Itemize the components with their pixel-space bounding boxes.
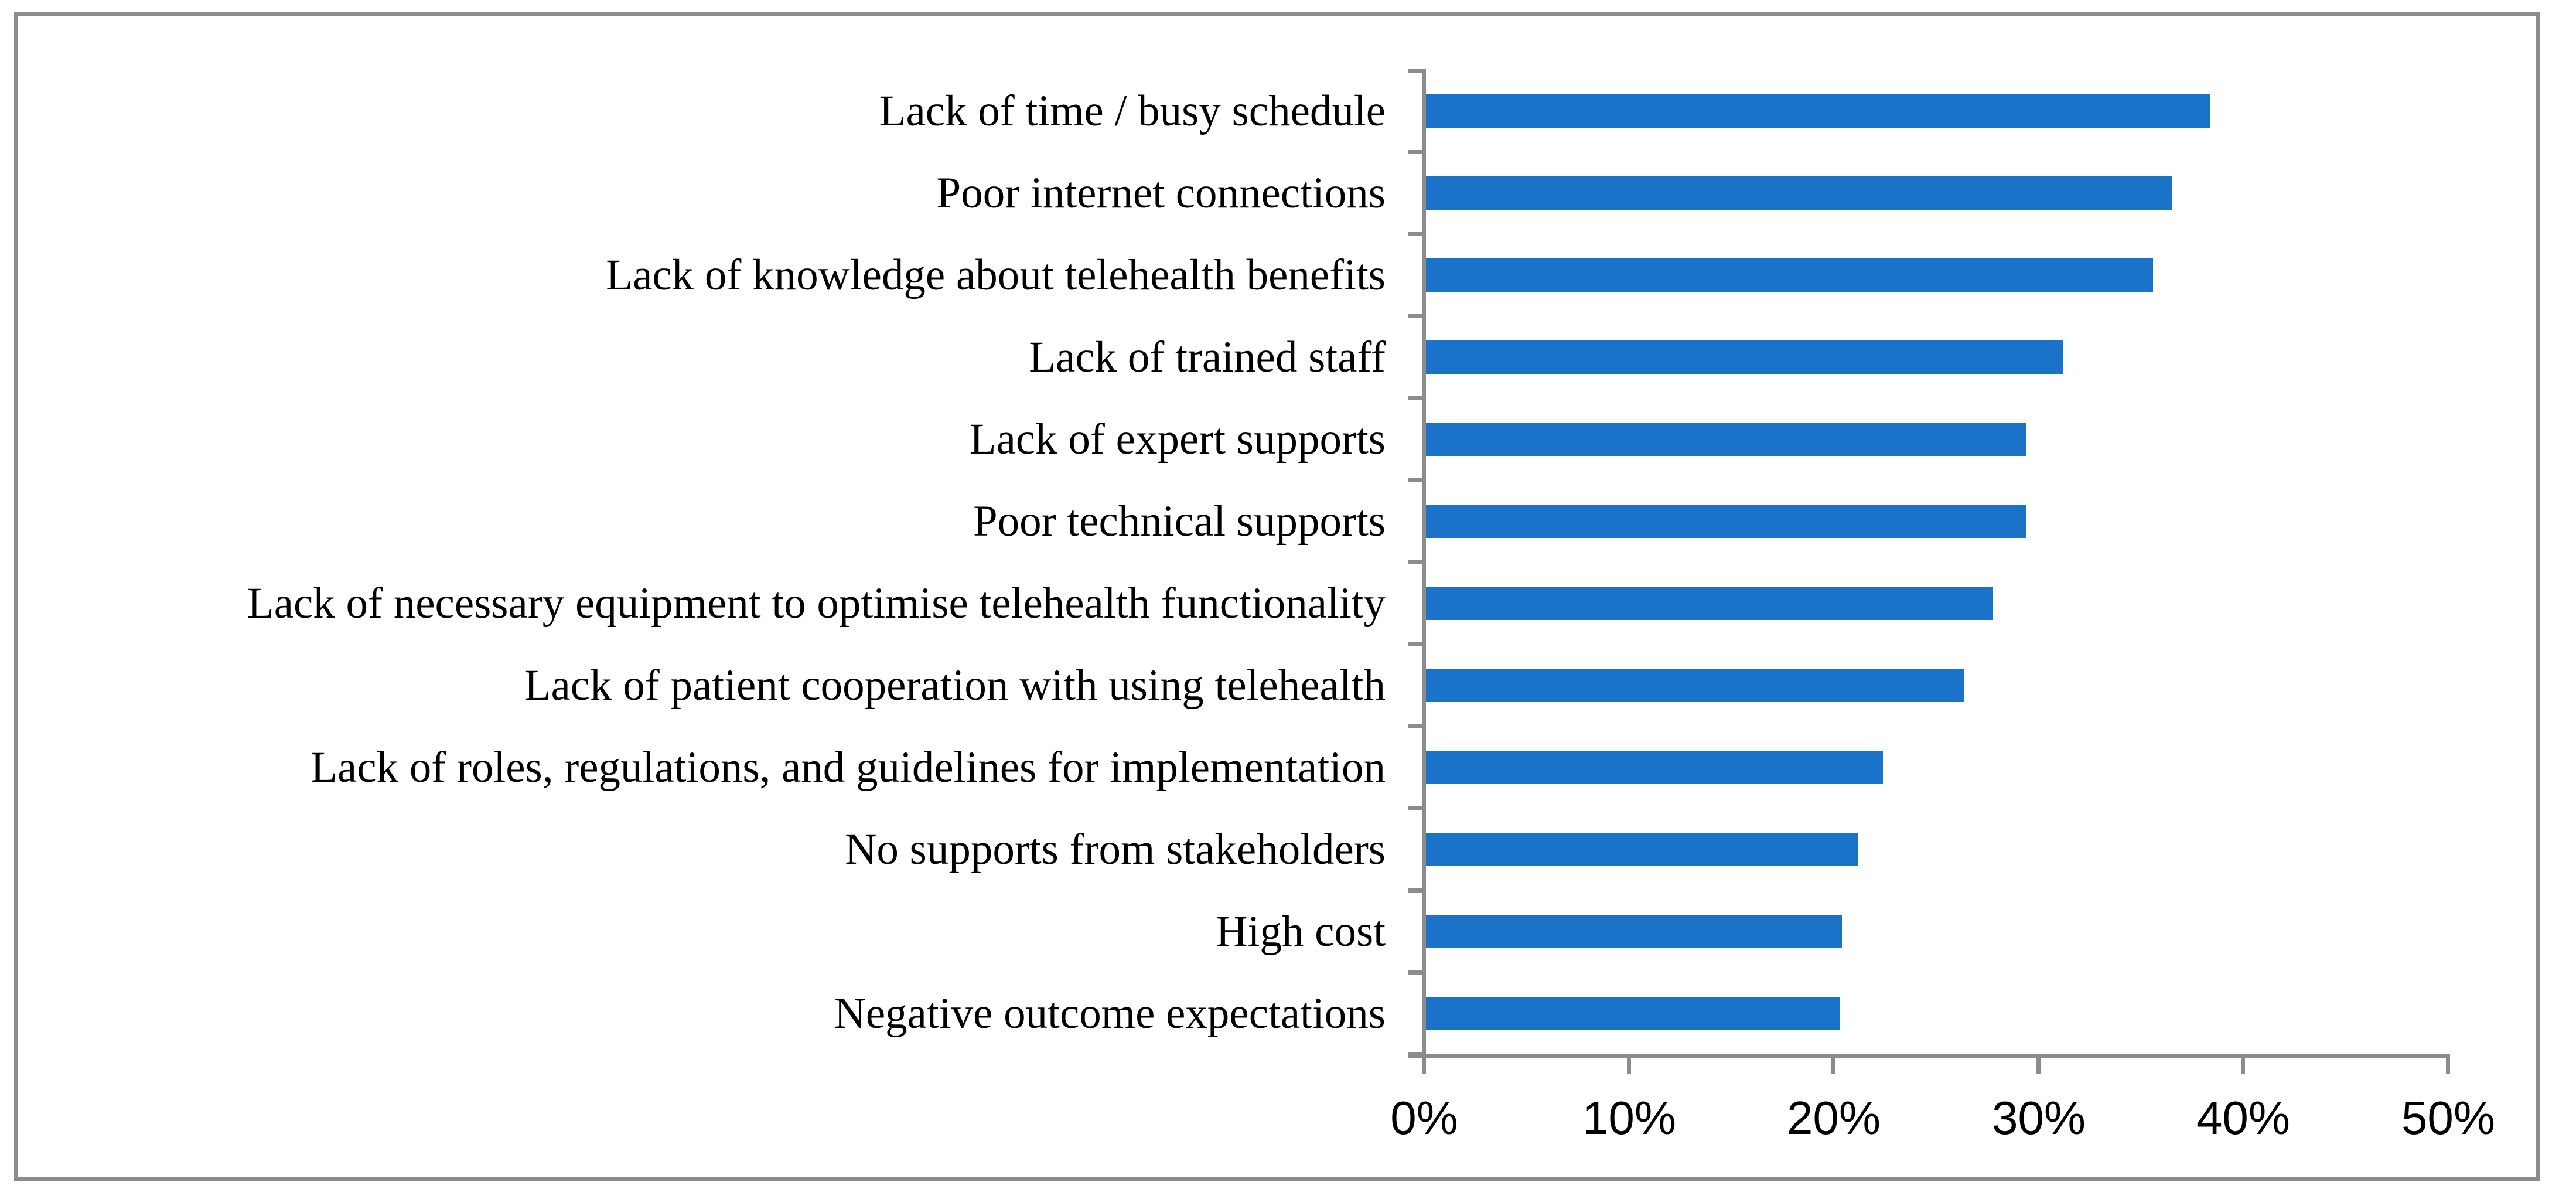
category-label: Lack of expert supports (969, 415, 1386, 464)
bar (1426, 832, 1858, 866)
category-label: Lack of roles, regulations, and guidelin… (311, 742, 1386, 792)
bar (1426, 94, 2210, 128)
x-tick-label: 30% (1991, 1092, 2086, 1144)
x-axis-tick (2241, 1054, 2245, 1074)
bar (1426, 914, 1842, 948)
category-tick (1408, 69, 1426, 73)
bar (1426, 340, 2063, 374)
category-label: Poor technical supports (973, 497, 1386, 546)
x-axis-tick (1422, 1054, 1426, 1074)
bar (1426, 668, 1964, 702)
y-axis-line (1422, 70, 1426, 1074)
x-tick-label: 40% (2196, 1092, 2291, 1144)
category-label: Poor internet connections (936, 169, 1386, 218)
category-tick (1408, 806, 1426, 810)
x-axis-tick (2446, 1054, 2450, 1074)
category-tick (1408, 232, 1426, 236)
category-tick (1408, 724, 1426, 728)
category-tick (1408, 314, 1426, 318)
x-axis-tick (1627, 1054, 1631, 1074)
category-label: High cost (1216, 907, 1386, 956)
x-tick-label: 10% (1582, 1092, 1677, 1144)
category-tick (1408, 642, 1426, 646)
category-tick (1408, 478, 1426, 482)
bar (1426, 258, 2153, 292)
category-tick (1408, 396, 1426, 400)
bar (1426, 423, 2026, 457)
bar (1426, 505, 2026, 539)
category-label: No supports from stakeholders (845, 825, 1386, 874)
bar (1426, 750, 1883, 784)
x-axis-tick (2036, 1054, 2041, 1074)
bar (1426, 996, 1840, 1030)
category-label: Lack of necessary equipment to optimise … (247, 578, 1386, 628)
category-label: Lack of patient cooperation with using t… (524, 660, 1386, 710)
x-axis-tick (1831, 1054, 1835, 1074)
bar (1426, 176, 2172, 210)
category-label: Lack of trained staff (1029, 333, 1386, 382)
category-label: Lack of knowledge about telehealth benef… (606, 251, 1386, 300)
x-tick-label: 0% (1390, 1092, 1458, 1144)
x-axis-line (1408, 1054, 2450, 1058)
x-tick-label: 50% (2401, 1092, 2496, 1144)
category-tick (1408, 150, 1426, 154)
category-tick (1408, 560, 1426, 564)
category-label: Lack of time / busy schedule (879, 87, 1386, 136)
category-tick (1408, 970, 1426, 975)
x-tick-label: 20% (1786, 1092, 1881, 1144)
category-tick (1408, 888, 1426, 893)
category-label: Negative outcome expectations (834, 989, 1386, 1038)
bar (1426, 586, 1993, 620)
category-tick (1408, 1052, 1426, 1057)
